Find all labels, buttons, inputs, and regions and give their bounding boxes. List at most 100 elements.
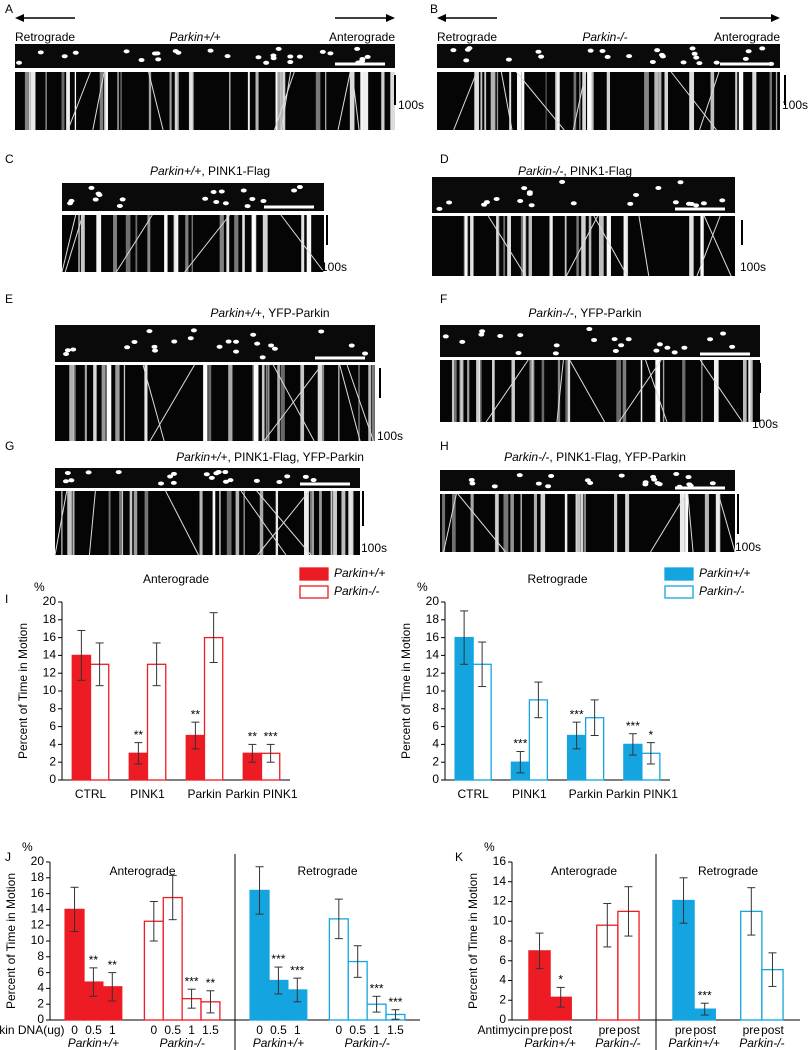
mito-dot bbox=[364, 54, 371, 59]
kymo-streak bbox=[748, 360, 753, 422]
mito-dot bbox=[481, 202, 488, 207]
kymo-streak bbox=[713, 360, 719, 422]
kymo-streak bbox=[277, 365, 280, 441]
kymo-streak bbox=[682, 360, 686, 422]
kymo-streak bbox=[363, 72, 369, 130]
legend-label: Parkin+/+ bbox=[334, 566, 385, 580]
kymo-streak bbox=[654, 72, 659, 130]
mito-dot bbox=[672, 200, 679, 205]
mito-dot bbox=[92, 197, 99, 202]
mito-dot bbox=[85, 470, 92, 475]
kymo-track bbox=[184, 214, 231, 273]
mito-dot bbox=[677, 180, 684, 185]
y-tick-label: 20 bbox=[426, 594, 440, 608]
mito-dot bbox=[446, 200, 453, 205]
kymograph bbox=[62, 215, 324, 272]
mito-dot bbox=[653, 348, 660, 353]
kymo-streak bbox=[101, 365, 106, 441]
mito-dot bbox=[535, 481, 542, 486]
mito-dot bbox=[469, 481, 476, 486]
kymograph bbox=[15, 72, 395, 130]
kymo-streak bbox=[129, 491, 133, 555]
mito-dot bbox=[591, 338, 598, 343]
mito-dot bbox=[545, 484, 552, 489]
mito-dot bbox=[268, 343, 275, 348]
kymo-streak bbox=[567, 360, 571, 422]
mito-dot bbox=[479, 329, 486, 334]
mito-dot bbox=[249, 196, 256, 201]
kymo-streak bbox=[267, 365, 270, 441]
mito-dot bbox=[688, 201, 695, 206]
kymo-streak bbox=[575, 494, 577, 552]
y-tick-label: 2 bbox=[37, 996, 44, 1010]
kymo-streak bbox=[113, 215, 117, 272]
kymo-streak bbox=[575, 494, 581, 552]
kymo-streak bbox=[144, 365, 148, 441]
mito-dot bbox=[119, 197, 126, 202]
x-tick-label: 0 bbox=[150, 1023, 157, 1037]
kymo-streak bbox=[715, 494, 718, 552]
kymo-streak bbox=[119, 491, 123, 555]
mito-dot bbox=[131, 339, 138, 344]
genotype: Parkin-/- bbox=[518, 164, 563, 178]
kymo-track bbox=[556, 359, 564, 423]
mito-dot bbox=[700, 201, 707, 206]
kymo-streak bbox=[252, 365, 257, 441]
kymo-track bbox=[88, 490, 96, 556]
kymo-track bbox=[240, 490, 287, 556]
group-label: Parkin-/- bbox=[595, 1036, 640, 1050]
panel-title: Parkin+/+, PINK1-Flag bbox=[150, 164, 270, 178]
kymo-streak bbox=[484, 72, 487, 130]
kymo-streak bbox=[533, 494, 538, 552]
mito-dot bbox=[170, 471, 177, 476]
panel-title: Parkin+/+, YFP-Parkin bbox=[210, 306, 329, 320]
kymo-streak bbox=[522, 216, 525, 276]
kymo-streak bbox=[467, 360, 470, 422]
kymo-streak bbox=[464, 216, 468, 276]
significance: ** bbox=[206, 976, 216, 990]
mito-dot bbox=[244, 204, 251, 209]
kymo-track bbox=[54, 490, 68, 556]
mito-dot bbox=[167, 474, 174, 479]
kymo-streak bbox=[381, 72, 385, 130]
kymo-streak bbox=[358, 365, 360, 441]
x-tick-label: 1 bbox=[188, 1023, 195, 1037]
mito-dot bbox=[222, 470, 229, 475]
panel-label: G bbox=[5, 439, 14, 453]
kymo-streak bbox=[276, 72, 281, 130]
kymo-streak bbox=[511, 360, 515, 422]
kymo-streak bbox=[685, 494, 689, 552]
mito-dot bbox=[348, 343, 355, 348]
kymo-streak bbox=[333, 491, 337, 555]
mito-dot bbox=[742, 56, 749, 61]
mito-dot bbox=[291, 188, 298, 193]
kymo-streak bbox=[99, 72, 104, 130]
time-scale-label: 100s bbox=[398, 98, 424, 112]
group-label: Parkin+/+ bbox=[68, 1036, 119, 1050]
kymo-streak bbox=[664, 72, 669, 130]
significance: *** bbox=[513, 737, 527, 751]
panel-title: Parkin+/+ bbox=[169, 30, 220, 44]
kymo-track bbox=[699, 359, 743, 423]
mito-dot bbox=[253, 478, 260, 483]
kymo-streak bbox=[66, 72, 70, 130]
mito-dot bbox=[37, 50, 44, 55]
y-tick-label: 16 bbox=[43, 630, 57, 644]
kymo-streak bbox=[368, 365, 372, 441]
mito-dot bbox=[633, 192, 640, 197]
mito-dot bbox=[570, 201, 577, 206]
mito-dot bbox=[689, 46, 696, 51]
legend-swatch bbox=[664, 567, 694, 581]
construct: , PINK1-Flag bbox=[563, 164, 632, 178]
x-tick-label: 1.5 bbox=[202, 1023, 219, 1037]
y-tick-label: 18 bbox=[426, 612, 440, 626]
y-tick-label: 8 bbox=[49, 701, 56, 715]
arrow-head bbox=[15, 14, 24, 22]
mito-dot bbox=[713, 60, 720, 65]
panel-label: I bbox=[5, 592, 8, 606]
kymo-streak bbox=[189, 72, 194, 130]
kymo-track bbox=[165, 490, 199, 556]
mito-dot bbox=[720, 331, 727, 336]
mito-dot bbox=[115, 470, 122, 475]
time-scale-label: 100s bbox=[752, 417, 778, 431]
